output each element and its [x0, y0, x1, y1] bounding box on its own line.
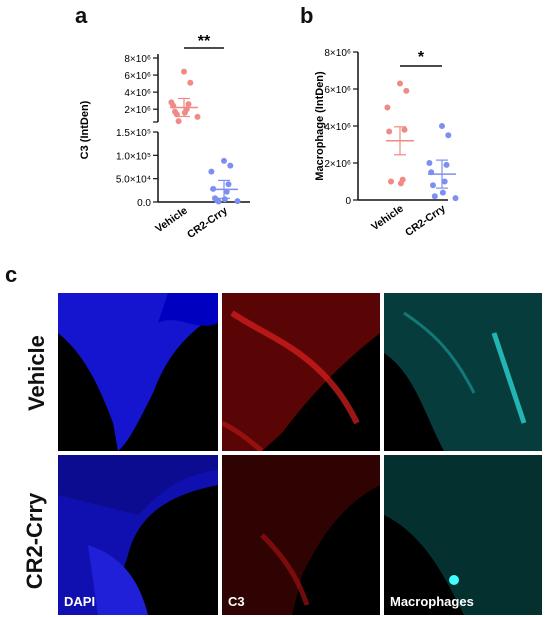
data-point-cr2-crry	[208, 168, 215, 175]
data-point-cr2-crry	[223, 188, 230, 195]
y-tick-label: 0.0	[137, 198, 151, 209]
panel-label-c: c	[5, 262, 18, 287]
micro-crry-c3: C3	[222, 455, 380, 615]
data-point-cr2-crry	[234, 198, 241, 205]
y-tick-label: 0	[345, 196, 351, 207]
y-tick-label: 2×10⁶	[324, 159, 351, 170]
panel-label-b: b	[300, 3, 314, 28]
micro-crry-dapi: DAPI	[58, 455, 218, 615]
y-tick-label: 4×10⁶	[124, 88, 151, 99]
data-point-cr2-crry	[452, 195, 459, 202]
data-point-vehicle	[384, 104, 391, 111]
caption-c3: C3	[228, 594, 245, 609]
x-tick-label: CR2-Crry	[403, 203, 448, 239]
y-axis-label: C3 (IntDen)	[79, 100, 91, 159]
y-tick-label: 8×10⁶	[124, 54, 151, 65]
data-point-cr2-crry	[443, 161, 450, 168]
x-tick-label: Vehicle	[369, 203, 406, 234]
data-point-vehicle	[397, 180, 404, 187]
data-point-cr2-crry	[215, 198, 222, 205]
data-point-cr2-crry	[439, 189, 446, 196]
data-point-cr2-crry	[227, 162, 234, 169]
data-point-cr2-crry	[426, 160, 433, 166]
data-point-cr2-crry	[225, 181, 232, 188]
micro-vehicle-c3	[222, 293, 380, 451]
caption-macrophages: Macrophages	[390, 594, 474, 609]
chart-a-c3: 8×10⁶ 6×10⁶ 4×10⁶ 2×10⁶ 1.5×10⁵ 1.0×10⁵ 5.0×10…	[79, 33, 250, 241]
y-tick-label: 5.0×10⁴	[116, 175, 151, 186]
y-tick-label: 6×10⁶	[124, 71, 151, 82]
data-point-vehicle	[388, 178, 394, 185]
data-point-cr2-crry	[221, 157, 227, 164]
panel-label-a: a	[75, 3, 88, 28]
data-point-cr2-crry	[431, 193, 438, 200]
data-point-vehicle	[187, 79, 194, 86]
data-point-cr2-crry	[441, 178, 448, 185]
data-point-vehicle	[397, 80, 403, 87]
data-point-vehicle	[403, 87, 410, 94]
data-point-vehicle	[175, 118, 182, 125]
y-tick-label: 1.5×10⁵	[116, 128, 151, 139]
y-tick-label: 4×10⁶	[324, 122, 351, 133]
y-tick-label: 6×10⁶	[324, 85, 351, 96]
x-tick-label: CR2-Crry	[185, 205, 230, 241]
data-point-cr2-crry	[439, 123, 445, 129]
micro-vehicle-dapi	[58, 293, 218, 451]
significance-label: *	[418, 49, 425, 66]
data-point-cr2-crry	[445, 132, 452, 139]
y-tick-label: 2×10⁶	[124, 105, 151, 116]
row-label-crry: CR2-Crry	[22, 492, 47, 590]
y-tick-label: 1.0×10⁵	[116, 151, 151, 162]
data-point-vehicle	[173, 111, 180, 118]
micro-crry-macrophages: Macrophages	[384, 455, 542, 615]
data-point-vehicle	[194, 113, 201, 120]
y-tick-label: 8×10⁶	[324, 48, 351, 59]
data-point-cr2-crry	[430, 182, 436, 189]
data-point-cr2-crry	[221, 196, 228, 203]
data-point-vehicle	[181, 109, 188, 116]
y-axis-label: Macrophage (IntDen)	[314, 71, 326, 181]
data-point-vehicle	[386, 128, 393, 135]
data-point-vehicle	[185, 101, 192, 108]
data-point-vehicle	[181, 68, 187, 75]
micrograph-grid: DAPI C3 Macrophages	[58, 293, 542, 615]
micro-vehicle-macrophages	[384, 293, 542, 451]
row-label-vehicle: Vehicle	[24, 335, 49, 411]
data-point-vehicle	[401, 126, 408, 133]
caption-dapi: DAPI	[64, 594, 96, 609]
significance-label: **	[198, 33, 211, 50]
chart-b-macrophage: 8×10⁶ 6×10⁶ 4×10⁶ 2×10⁶ 0 Macrophage (IntDen)…	[314, 48, 459, 239]
